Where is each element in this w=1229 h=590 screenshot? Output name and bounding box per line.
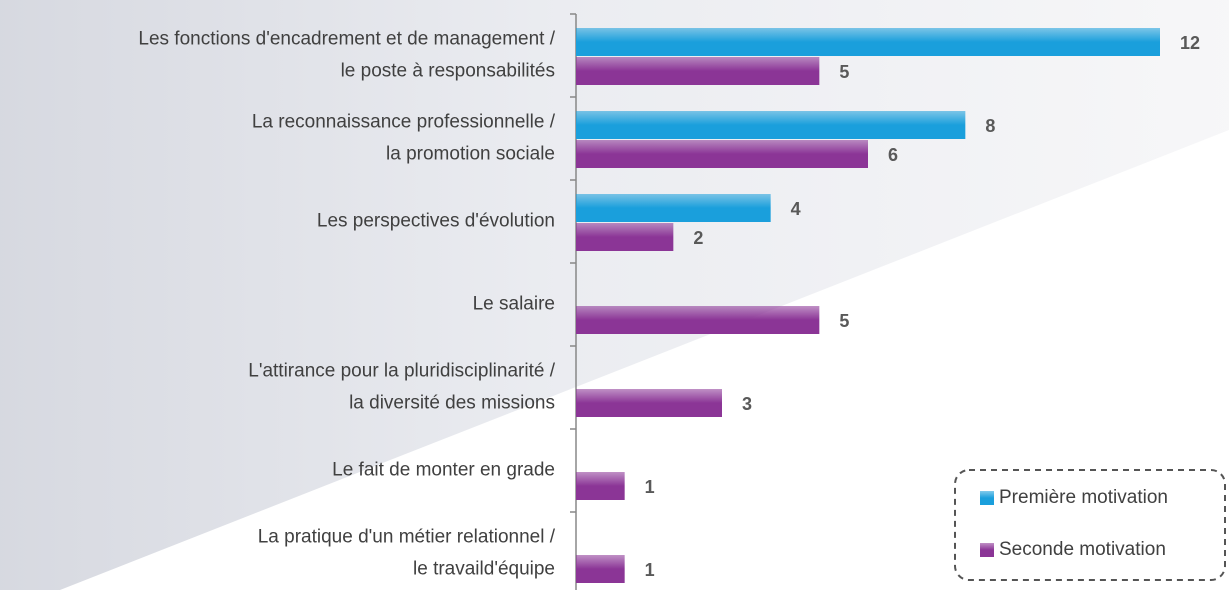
bar bbox=[576, 28, 1160, 56]
bar bbox=[576, 306, 820, 334]
legend-box bbox=[954, 469, 1226, 581]
category-label: la promotion sociale bbox=[386, 144, 555, 165]
value-label: 1 bbox=[645, 560, 655, 580]
bar bbox=[576, 223, 674, 251]
category-label: la diversité des missions bbox=[349, 393, 555, 414]
value-label: 8 bbox=[985, 116, 995, 136]
legend-label: Première motivation bbox=[999, 487, 1168, 508]
legend-swatch bbox=[980, 491, 994, 505]
bar bbox=[576, 555, 625, 583]
value-label: 1 bbox=[645, 477, 655, 497]
bar bbox=[576, 140, 868, 168]
bar bbox=[576, 472, 625, 500]
value-label: 5 bbox=[839, 311, 849, 331]
value-label: 4 bbox=[791, 199, 801, 219]
legend-swatch bbox=[980, 543, 994, 557]
category-label: Les perspectives d'évolution bbox=[317, 211, 555, 232]
value-label: 6 bbox=[888, 145, 898, 165]
category-label: L'attirance pour la pluridisciplinarité … bbox=[248, 361, 555, 382]
bar bbox=[576, 194, 771, 222]
value-label: 5 bbox=[839, 62, 849, 82]
legend-label: Seconde motivation bbox=[999, 539, 1166, 560]
category-label: le poste à responsabilités bbox=[341, 61, 555, 82]
category-label: La pratique d'un métier relationnel / bbox=[258, 527, 556, 548]
category-label: La reconnaissance professionnelle / bbox=[252, 112, 556, 133]
category-label: Le fait de monter en grade bbox=[332, 460, 555, 481]
bar bbox=[576, 57, 820, 85]
category-label: le travaild'équipe bbox=[413, 559, 555, 580]
bar bbox=[576, 111, 966, 139]
value-label: 3 bbox=[742, 394, 752, 414]
value-label: 2 bbox=[693, 228, 703, 248]
bar bbox=[576, 389, 722, 417]
value-label: 12 bbox=[1180, 33, 1200, 53]
category-label: Le salaire bbox=[473, 294, 555, 315]
category-label: Les fonctions d'encadrement et de manage… bbox=[138, 29, 555, 50]
